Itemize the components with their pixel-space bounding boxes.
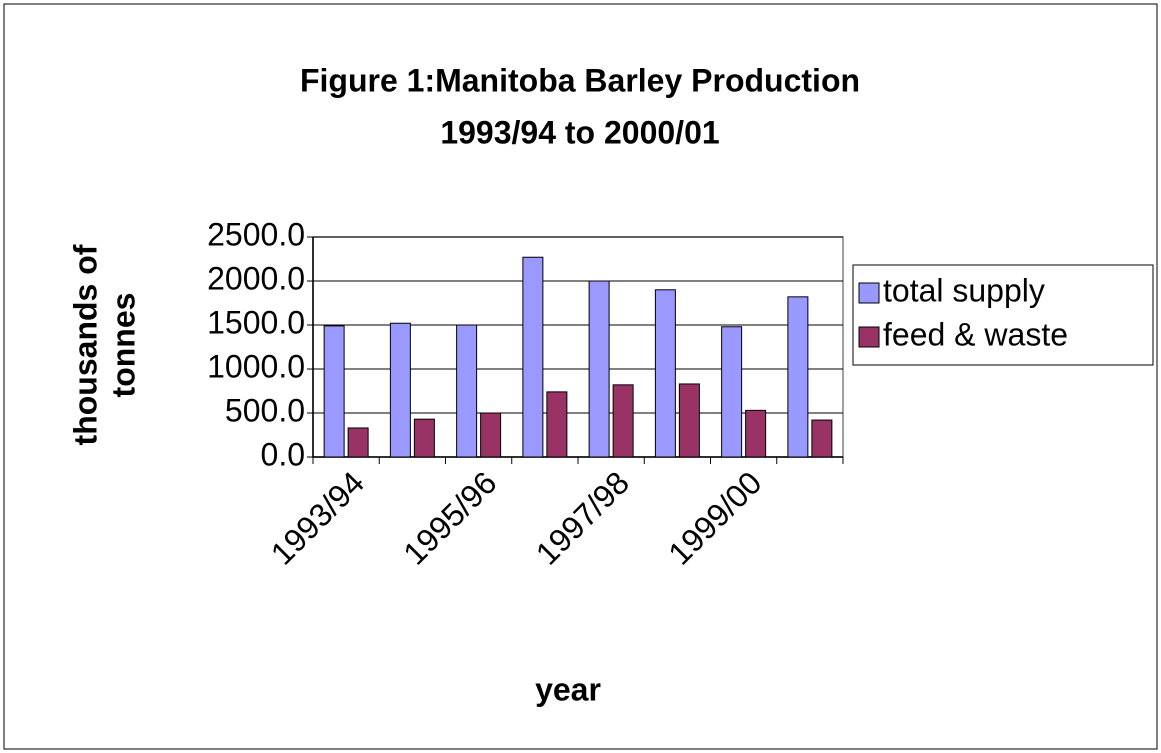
- chart-title: 1993/94 to 2000/01: [440, 114, 719, 150]
- bar: [413, 418, 435, 458]
- bar: [678, 383, 700, 458]
- y-axis-label: thousands of: [67, 244, 103, 445]
- legend-swatch: [858, 326, 880, 348]
- bar: [522, 256, 544, 458]
- legend-box: [852, 264, 1154, 366]
- bar: [588, 280, 610, 458]
- y-tick-label: 1500.0: [207, 304, 305, 340]
- y-tick-label: 0.0: [261, 436, 305, 472]
- bar: [456, 324, 478, 458]
- bar: [480, 412, 502, 458]
- x-axis-label: year: [535, 671, 601, 707]
- bar: [389, 322, 411, 458]
- legend-label: total supply: [883, 272, 1045, 308]
- bar: [721, 326, 743, 458]
- bar: [347, 427, 369, 458]
- bar: [654, 289, 676, 458]
- y-tick-label: 2000.0: [207, 260, 305, 296]
- bar: [323, 325, 345, 458]
- bar: [745, 409, 767, 458]
- y-axis-label: tonnes: [105, 293, 141, 398]
- y-tick-label: 500.0: [225, 392, 305, 428]
- bar: [612, 384, 634, 458]
- y-tick-label: 1000.0: [207, 348, 305, 384]
- legend-swatch: [858, 282, 880, 304]
- bar: [811, 419, 833, 458]
- chart-title: Figure 1:Manitoba Barley Production: [300, 62, 860, 98]
- legend-label: feed & waste: [883, 316, 1068, 352]
- bar: [546, 391, 568, 458]
- y-tick-label: 2500.0: [207, 216, 305, 252]
- bar: [787, 296, 809, 458]
